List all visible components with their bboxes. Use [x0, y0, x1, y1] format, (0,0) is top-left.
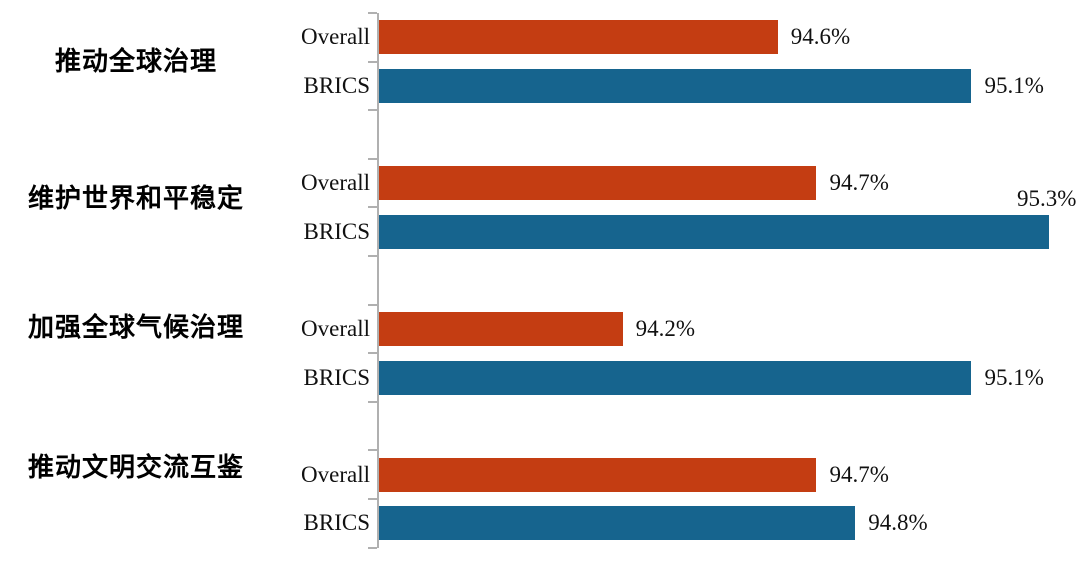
series-label-overall: Overall [301, 461, 370, 487]
series-label-brics: BRICS [303, 218, 370, 244]
axis-tick [368, 109, 377, 112]
axis-tick [368, 352, 377, 355]
axis-tick [368, 546, 377, 549]
series-label-overall: Overall [301, 315, 370, 341]
series-label-brics: BRICS [303, 364, 370, 390]
bar-overall [378, 20, 778, 55]
axis-tick [368, 12, 377, 14]
bar-overall [378, 457, 817, 492]
category-label: 加强全球气候治理 [27, 313, 244, 342]
bar-brics [378, 68, 972, 103]
axis-tick [368, 206, 377, 209]
value-label-overall: 94.7% [829, 170, 889, 196]
axis-tick [368, 255, 377, 257]
value-label-overall: 94.2% [635, 315, 696, 341]
value-label-overall: 94.7% [829, 461, 889, 487]
series-label-overall: Overall [301, 170, 370, 196]
bar-brics [378, 360, 972, 395]
y-axis-line [377, 13, 379, 548]
value-label-brics: 95.1% [984, 364, 1044, 390]
category-label: 推动全球治理 [54, 47, 217, 76]
category-label: 维护世界和平稳定 [27, 184, 244, 213]
axis-tick [368, 303, 377, 306]
axis-tick [368, 400, 377, 403]
value-label-brics: 95.1% [984, 72, 1044, 98]
series-label-brics: BRICS [303, 72, 370, 98]
bar-brics [378, 506, 856, 541]
bar-overall [378, 311, 623, 346]
series-label-brics: BRICS [303, 510, 370, 536]
value-label-brics: 94.8% [868, 510, 928, 536]
series-label-overall: Overall [301, 24, 370, 50]
axis-tick [368, 449, 377, 452]
category-label: 推动文明交流互鉴 [27, 453, 244, 482]
axis-tick [368, 60, 377, 63]
bar-overall [378, 166, 817, 201]
bar-brics [378, 214, 1049, 249]
value-label-overall: 94.6% [790, 24, 851, 50]
axis-tick [368, 157, 377, 160]
axis-tick [368, 498, 377, 500]
value-label-brics: 95.3% [1016, 185, 1077, 211]
